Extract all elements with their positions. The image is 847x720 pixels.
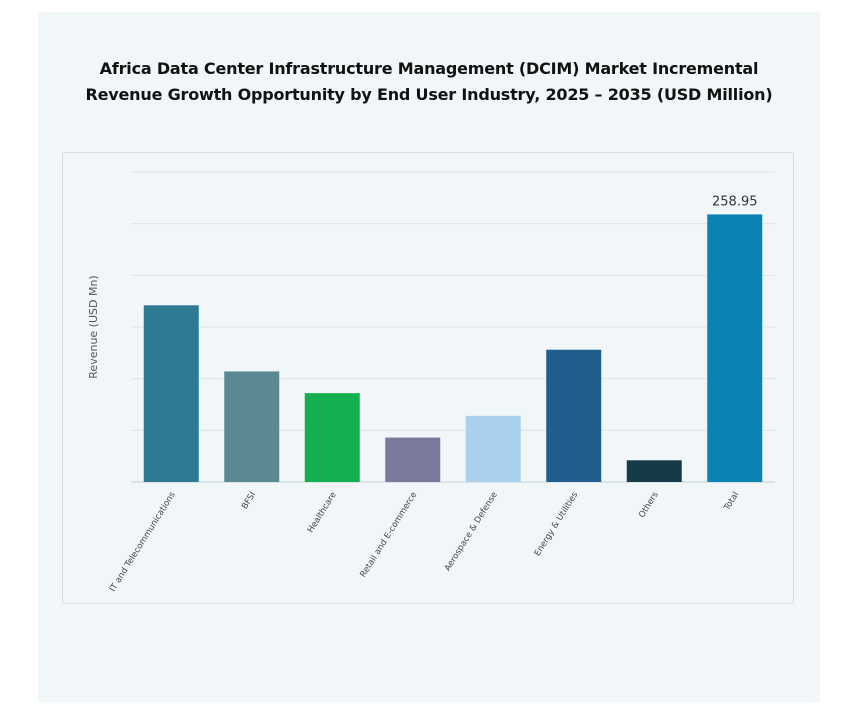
chart-title-line-1: Africa Data Center Infrastructure Manage… (99, 59, 759, 78)
x-tick-label: Others (637, 490, 661, 520)
chart-title-line-2: Revenue Growth Opportunity by End User I… (85, 85, 773, 104)
bars (143, 214, 763, 482)
y-axis-label: Revenue (USD Mn) (87, 275, 100, 378)
x-tick-label: Total (722, 490, 742, 513)
bar (304, 393, 360, 482)
x-tick-label: IT and Telecommunications (108, 490, 178, 594)
bar (224, 371, 280, 482)
chart-title: Africa Data Center Infrastructure Manage… (38, 56, 820, 108)
bar (143, 305, 199, 482)
bar (385, 437, 441, 482)
x-tick-label: Energy & Utilities (533, 490, 581, 558)
x-tick-label: Aerospace & Defense (443, 490, 500, 573)
data-labels: 258.95 (712, 194, 758, 209)
x-tick-label: BFSI (240, 490, 258, 511)
bar (546, 349, 602, 482)
bar (465, 415, 521, 482)
x-tick-label: Healthcare (306, 490, 339, 535)
bar (707, 214, 763, 482)
x-tick-labels: IT and Telecommunications BFSI Healthcare R… (108, 490, 741, 594)
x-tick-label: Retail and E-commerce (358, 490, 419, 579)
data-label: 258.95 (712, 194, 758, 209)
bar (626, 460, 682, 482)
